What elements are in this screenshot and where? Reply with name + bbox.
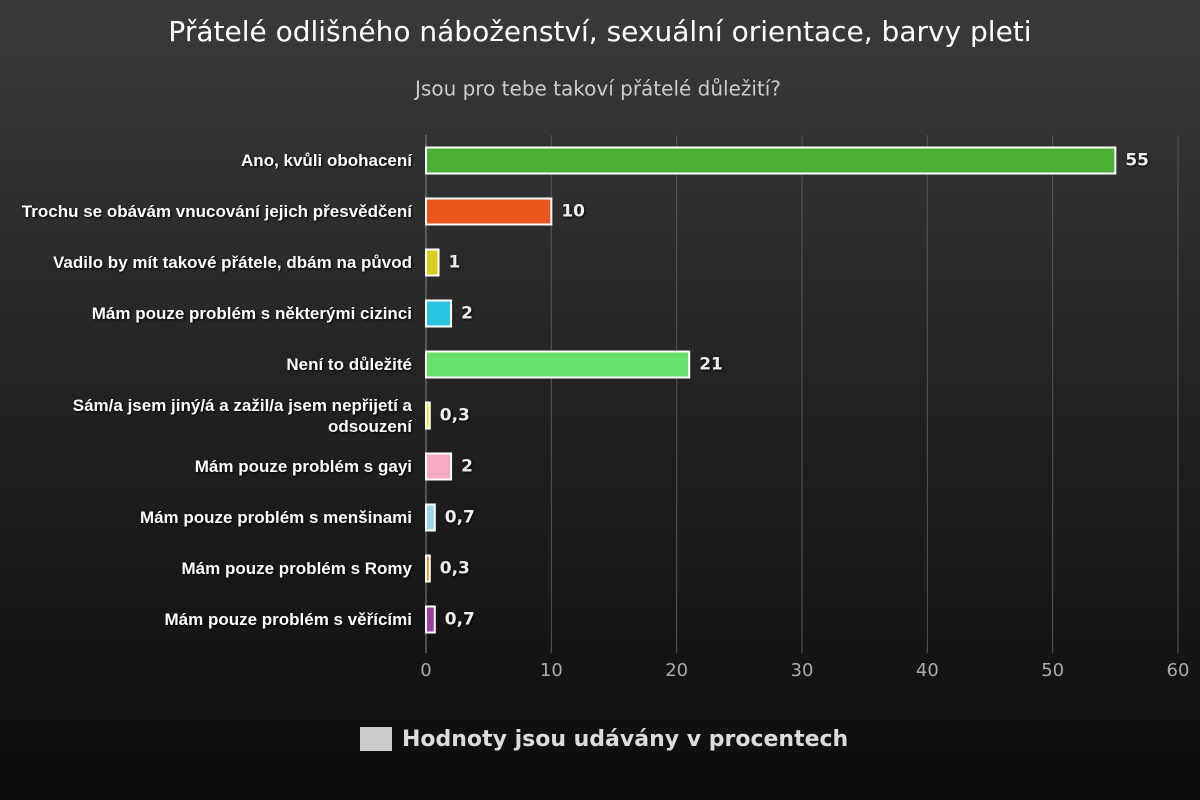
value-label: 2 <box>461 457 473 477</box>
category-label-box: Mám pouze problém s menšinami <box>139 508 412 527</box>
bar <box>425 350 691 379</box>
bar <box>425 401 431 430</box>
value-label: 2 <box>461 304 473 324</box>
category-label-box: Mám pouze problém s věřícími <box>164 610 412 629</box>
value-label: 10 <box>561 202 585 222</box>
category-label: Mám pouze problém s Romy <box>181 559 412 578</box>
value-label: 21 <box>699 355 723 375</box>
legend-swatch <box>360 727 392 751</box>
category-label-box: Ano, kvůli obohacení <box>241 151 412 170</box>
value-label: 0,7 <box>445 610 475 630</box>
category-label: Mám pouze problém s menšinami <box>139 508 412 527</box>
category-label-box: Mám pouze problém s gayi <box>194 457 412 476</box>
bar <box>425 248 440 277</box>
category-label-box: Mám pouze problém s Romy <box>181 559 412 578</box>
value-label: 0,3 <box>440 559 470 579</box>
bar <box>425 605 436 634</box>
category-label: Trochu se obávám vnucování jejich přesvě… <box>21 202 412 221</box>
category-label: Sám/a jsem jiný/á a zažil/a jsem nepřije… <box>72 395 412 436</box>
category-label: Vadilo by mít takové přátele, dbám na pů… <box>53 253 412 272</box>
chart-title: Přátelé odlišného náboženství, sexuální … <box>168 15 1031 48</box>
x-tick-label: 30 <box>791 660 814 681</box>
category-label: Není to důležité <box>286 355 412 374</box>
category-label: Ano, kvůli obohacení <box>241 151 412 170</box>
x-tick-label: 20 <box>665 660 688 681</box>
bar <box>425 146 1117 175</box>
category-label-box: Trochu se obávám vnucování jejich přesvě… <box>21 202 412 221</box>
category-label-box: Mám pouze problém s některými cizinci <box>91 304 412 323</box>
category-label-box: Sám/a jsem jiný/á a zažil/a jsem nepřije… <box>72 395 412 436</box>
value-label: 0,3 <box>440 406 470 426</box>
value-label: 55 <box>1125 151 1149 171</box>
chart-subtitle: Jsou pro tebe takoví přátelé důležití? <box>413 77 781 101</box>
category-label: Mám pouze problém s věřícími <box>164 610 412 629</box>
x-tick-label: 0 <box>420 660 431 681</box>
category-label-box: Není to důležité <box>286 355 412 374</box>
x-tick-label: 50 <box>1041 660 1064 681</box>
category-label-box: Vadilo by mít takové přátele, dbám na pů… <box>53 253 412 272</box>
bar <box>425 554 431 583</box>
bar <box>425 452 453 481</box>
value-label: 0,7 <box>445 508 475 528</box>
legend-label: Hodnoty jsou udávány v procentech <box>402 727 848 752</box>
x-tick-label: 60 <box>1167 660 1190 681</box>
x-tick-label: 10 <box>540 660 563 681</box>
bar <box>425 503 436 532</box>
bar <box>425 197 553 226</box>
category-label: Mám pouze problém s gayi <box>194 457 412 476</box>
value-label: 1 <box>449 253 461 273</box>
x-tick-label: 40 <box>916 660 939 681</box>
bar <box>425 299 453 328</box>
category-label: Mám pouze problém s některými cizinci <box>91 304 412 323</box>
